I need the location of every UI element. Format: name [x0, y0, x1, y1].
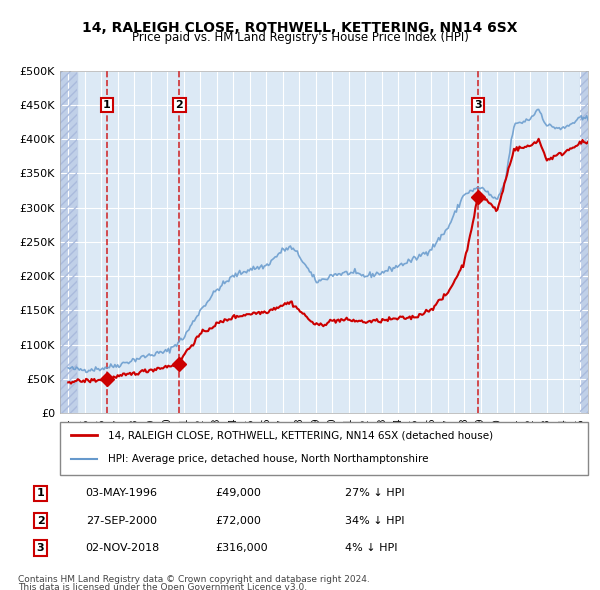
- Text: Contains HM Land Registry data © Crown copyright and database right 2024.: Contains HM Land Registry data © Crown c…: [18, 575, 370, 584]
- Text: 3: 3: [474, 100, 482, 110]
- Text: 1: 1: [103, 100, 111, 110]
- Text: Price paid vs. HM Land Registry's House Price Index (HPI): Price paid vs. HM Land Registry's House …: [131, 31, 469, 44]
- Text: 14, RALEIGH CLOSE, ROTHWELL, KETTERING, NN14 6SX: 14, RALEIGH CLOSE, ROTHWELL, KETTERING, …: [82, 21, 518, 35]
- Text: This data is licensed under the Open Government Licence v3.0.: This data is licensed under the Open Gov…: [18, 583, 307, 590]
- Text: HPI: Average price, detached house, North Northamptonshire: HPI: Average price, detached house, Nort…: [107, 454, 428, 464]
- Text: 02-NOV-2018: 02-NOV-2018: [86, 543, 160, 553]
- Bar: [60, 71, 77, 413]
- Text: 2: 2: [37, 516, 44, 526]
- Text: 03-MAY-1996: 03-MAY-1996: [86, 489, 158, 499]
- FancyBboxPatch shape: [60, 422, 588, 475]
- Text: 27% ↓ HPI: 27% ↓ HPI: [345, 489, 405, 499]
- Bar: [60, 71, 77, 413]
- Text: 4% ↓ HPI: 4% ↓ HPI: [345, 543, 398, 553]
- Text: £72,000: £72,000: [215, 516, 261, 526]
- Text: 14, RALEIGH CLOSE, ROTHWELL, KETTERING, NN14 6SX (detached house): 14, RALEIGH CLOSE, ROTHWELL, KETTERING, …: [107, 430, 493, 440]
- Text: 2: 2: [176, 100, 184, 110]
- Text: 1: 1: [37, 489, 44, 499]
- Bar: [580, 71, 588, 413]
- Text: 34% ↓ HPI: 34% ↓ HPI: [345, 516, 404, 526]
- Text: £316,000: £316,000: [215, 543, 268, 553]
- Text: 27-SEP-2000: 27-SEP-2000: [86, 516, 157, 526]
- Text: 3: 3: [37, 543, 44, 553]
- Bar: [580, 71, 588, 413]
- Text: £49,000: £49,000: [215, 489, 261, 499]
